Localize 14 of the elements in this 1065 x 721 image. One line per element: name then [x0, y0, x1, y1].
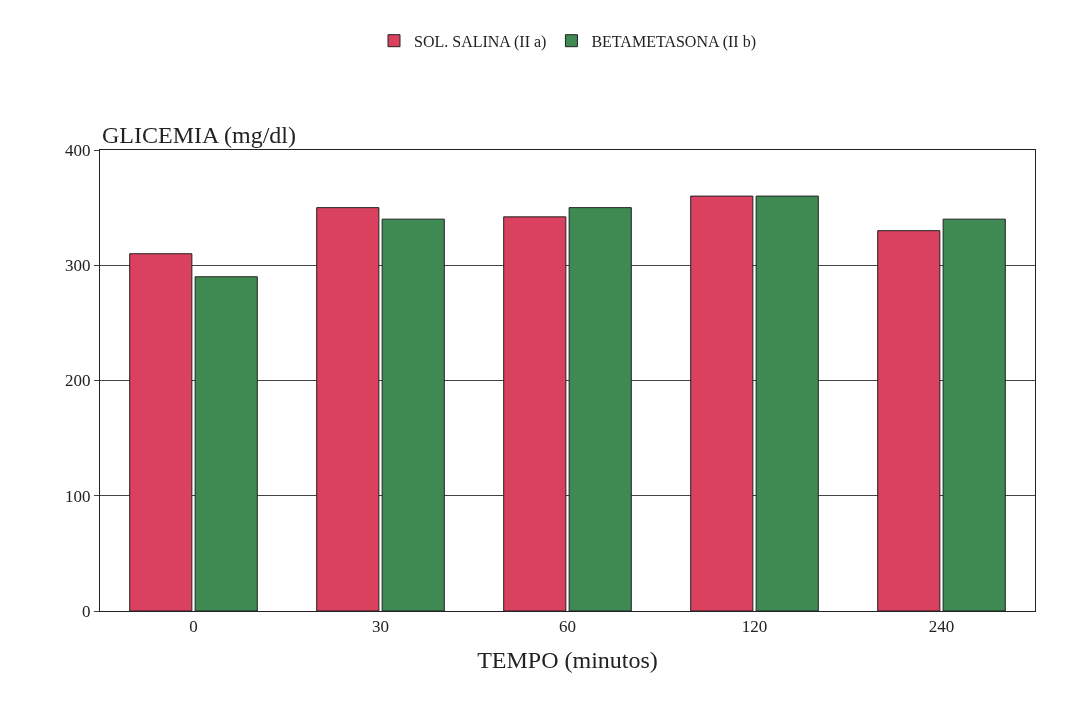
- y-axis-title: GLICEMIA (mg/dl): [102, 122, 296, 148]
- y-tick-label: 0: [82, 601, 91, 621]
- x-tick-label: 60: [559, 617, 576, 637]
- x-axis-title: TEMPO (minutos): [477, 646, 658, 673]
- legend-label: BETAMETASONA (II b): [591, 32, 756, 51]
- x-tick-label: 0: [189, 617, 198, 637]
- y-tick-label: 300: [65, 256, 91, 276]
- legend-label: SOL. SALINA (II a): [414, 32, 547, 51]
- x-tick-label: 30: [372, 617, 389, 637]
- x-tick-label: 240: [928, 617, 955, 637]
- x-tick-label: 120: [741, 617, 768, 637]
- y-tick-label: 200: [65, 371, 91, 391]
- y-tick-label: 100: [65, 486, 91, 506]
- y-tick-label: 400: [65, 140, 91, 160]
